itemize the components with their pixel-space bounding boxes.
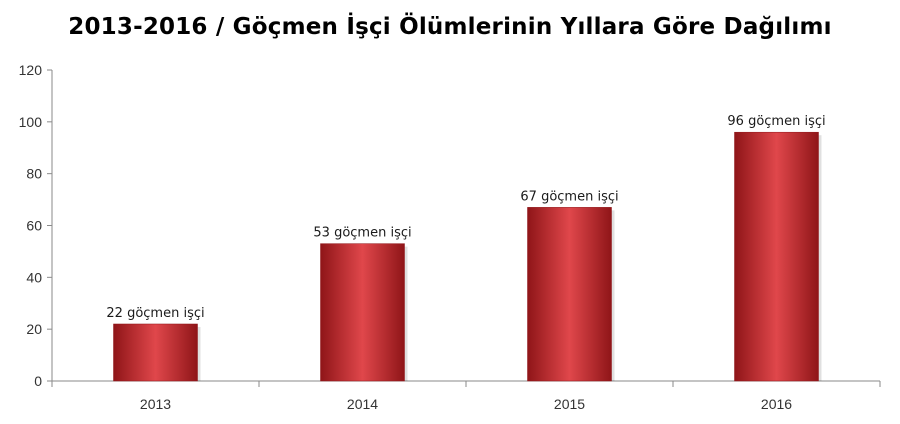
data-label-2013: 22 göçmen işçi [106,306,204,321]
bar-2013 [113,323,198,382]
y-tick-label: 120 [19,62,43,78]
x-tick-label: 2013 [140,396,171,412]
data-label-2016: 96 göçmen işçi [727,114,825,129]
data-label-2014: 53 göçmen işçi [313,226,411,241]
y-tick-label: 0 [34,373,42,389]
x-tick-label: 2016 [761,396,792,412]
y-tick-label: 40 [26,269,42,285]
y-tick-label: 80 [26,166,42,182]
bar-2016 [734,131,819,382]
data-label-2015: 67 göçmen işçi [520,189,618,204]
bar-2014 [320,243,405,382]
x-tick-label: 2015 [554,396,585,412]
x-tick-label: 2014 [347,396,378,412]
bars [113,131,822,382]
y-tick-label: 60 [26,218,42,234]
labels: 22 göçmen işçi 2013 53 göçmen işçi 2014 67 g… [106,114,825,412]
chart-title: 2013-2016 / Göçmen İşçi Ölümlerinin Yıll… [68,14,832,40]
y-tick-label: 100 [19,114,43,130]
y-tick-label: 20 [26,321,42,337]
bar-2015 [527,207,612,382]
